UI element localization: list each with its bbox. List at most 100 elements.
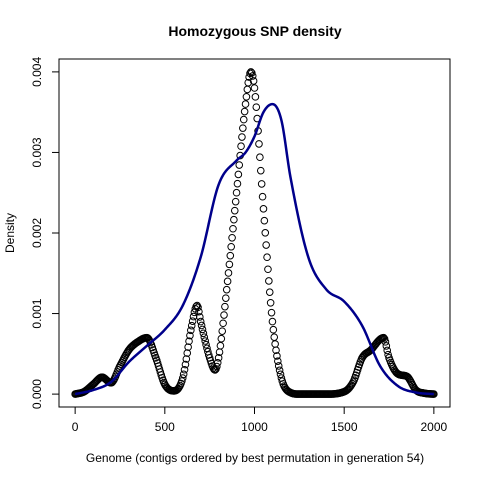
data-point [247, 68, 255, 76]
data-point [272, 346, 280, 355]
data-point [175, 383, 183, 392]
data-point [198, 325, 207, 334]
data-point [262, 241, 270, 249]
data-point [187, 321, 196, 330]
data-point [384, 350, 392, 359]
data-point [258, 192, 267, 201]
data-point [201, 337, 209, 345]
data-point [265, 277, 273, 285]
data-point [260, 216, 269, 225]
y-tick-label: 0.004 [30, 57, 44, 87]
y-tick-label: 0.001 [30, 298, 44, 328]
data-point [195, 307, 203, 316]
density-line [74, 102, 435, 396]
data-point [275, 366, 284, 375]
data-point [227, 242, 235, 251]
data-point [379, 333, 388, 342]
y-tick-label: 0.000 [30, 379, 44, 409]
data-point [220, 311, 228, 319]
data-point [259, 205, 268, 213]
data-point [213, 358, 222, 367]
data-point [274, 362, 283, 370]
data-point [219, 319, 227, 328]
data-point [230, 215, 238, 224]
data-point [182, 355, 191, 363]
data-point [242, 92, 251, 101]
data-point [248, 69, 256, 77]
data-point [200, 333, 209, 341]
data-point [252, 103, 261, 111]
data-point [229, 224, 237, 233]
data-point [237, 142, 245, 151]
data-point [235, 161, 244, 169]
data-point [218, 327, 227, 335]
x-tick-label: 2000 [421, 420, 448, 434]
data-point [214, 354, 223, 362]
data-point [404, 373, 412, 381]
data-point [233, 179, 242, 188]
data-point [179, 370, 188, 379]
data-point [251, 93, 260, 101]
data-point [231, 197, 240, 206]
data-point [184, 343, 192, 351]
data-point [187, 326, 195, 335]
data-point [225, 260, 234, 269]
data-point [194, 303, 202, 312]
data-point [244, 78, 253, 87]
data-point [221, 302, 229, 311]
data-point [271, 340, 279, 348]
data-point [185, 337, 193, 346]
y-tick-label: 0.002 [30, 218, 44, 248]
data-point [186, 331, 194, 340]
data-point [380, 335, 389, 343]
data-point [183, 349, 192, 357]
data-point [181, 360, 190, 369]
chart-title: Homozygous SNP density [168, 23, 341, 39]
data-point [239, 115, 248, 124]
data-point [228, 233, 236, 242]
data-point [216, 341, 225, 350]
data-point [249, 77, 258, 85]
data-point [274, 357, 282, 365]
y-axis-label: Density [3, 213, 17, 253]
data-point [240, 107, 249, 116]
data-point [266, 298, 275, 307]
data-point [238, 133, 246, 141]
data-point [173, 385, 182, 394]
data-point [250, 84, 259, 92]
points-series [71, 68, 438, 398]
data-point [263, 253, 271, 262]
x-tick-label: 1500 [331, 420, 358, 434]
data-point [232, 188, 241, 197]
data-point [241, 100, 250, 108]
data-point [223, 277, 232, 286]
x-tick-label: 0 [72, 420, 79, 434]
data-point [383, 346, 392, 355]
data-point [234, 170, 243, 179]
data-point [273, 352, 281, 360]
data-point [256, 153, 264, 162]
x-axis: 0 500 1000 1500 2000 [72, 406, 448, 434]
data-point [202, 340, 210, 349]
data-point [180, 365, 189, 374]
data-point [213, 362, 221, 371]
data-point [178, 374, 187, 382]
data-point [268, 317, 277, 326]
data-point [270, 333, 279, 341]
data-point [261, 229, 270, 237]
data-point [226, 251, 235, 260]
data-point [255, 140, 263, 148]
data-point [248, 72, 257, 80]
data-point [345, 383, 354, 392]
data-point [230, 206, 239, 215]
data-point [196, 313, 204, 321]
y-axis: 0.000 0.001 0.002 0.003 0.004 [30, 57, 60, 409]
data-point [264, 265, 272, 274]
x-tick-label: 500 [155, 420, 175, 434]
line-series [74, 102, 435, 396]
data-point [267, 308, 276, 317]
data-point [197, 321, 206, 330]
data-point [239, 124, 247, 132]
data-point [269, 325, 278, 334]
